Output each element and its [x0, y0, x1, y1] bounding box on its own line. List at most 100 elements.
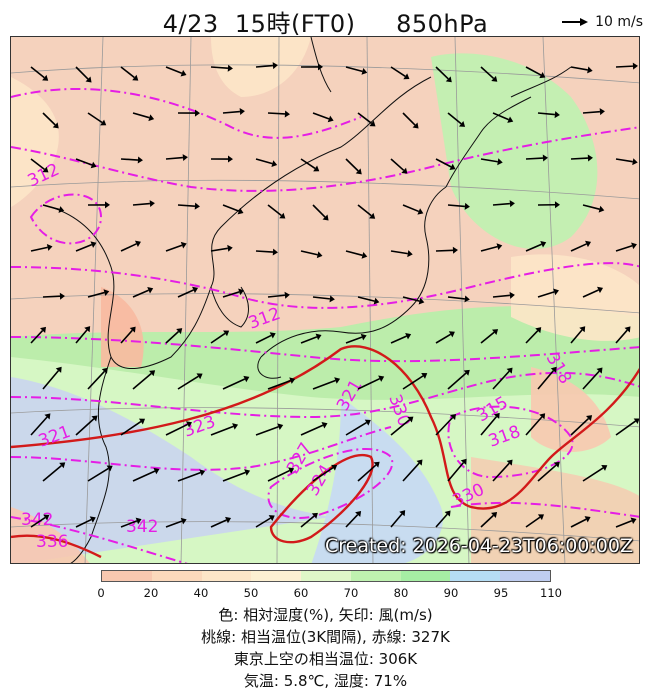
wind-arrow-head-icon: [463, 369, 470, 376]
wind-arrow-head-icon: [227, 155, 233, 163]
wind-arrow-shaft: [345, 250, 363, 257]
wind-arrow-head-icon: [596, 367, 603, 374]
wind-arrow-shaft: [570, 157, 589, 160]
wind-arrow-head-icon: [554, 111, 560, 119]
wind-arrow-head-icon: [407, 416, 414, 423]
wind-arrow-shaft: [255, 517, 271, 528]
wind-arrow-shaft: [582, 289, 599, 298]
wind-arrow-shaft: [357, 112, 373, 124]
wind-arrow-shaft: [177, 289, 194, 298]
wind-arrow-shaft: [210, 425, 234, 436]
wind-arrow-head-icon: [288, 467, 295, 474]
wind-arrow-head-icon: [59, 462, 66, 469]
wind-arrow-head-icon: [238, 288, 244, 296]
wind-arrow-head-icon: [491, 75, 498, 82]
wind-arrow-shaft: [267, 112, 286, 115]
wind-arrow-head-icon: [553, 288, 559, 296]
wind-arrow-head-icon: [421, 372, 428, 379]
wind-arrow-head-icon: [584, 516, 591, 523]
wind-arrow-head-icon: [137, 156, 143, 164]
wind-arrow-head-icon: [185, 421, 193, 428]
wind-arrow-shaft: [582, 204, 600, 210]
wind-arrow-shaft: [30, 330, 44, 344]
wind-arrow-shaft: [570, 417, 589, 436]
wind-arrow-head-icon: [43, 514, 50, 521]
wind-arrow-shaft: [75, 66, 89, 80]
wind-arrow-shaft: [255, 425, 279, 436]
weather-map[interactable]: 312 312 318 315 318 321 323 327 324 321 …: [10, 36, 640, 564]
wind-arrow-shaft: [435, 158, 452, 168]
wind-arrow-shaft: [582, 467, 604, 482]
wind-arrow-shaft: [42, 370, 60, 390]
wind-arrow-head-icon: [148, 114, 155, 122]
wind-arrow-head-icon: [355, 511, 362, 518]
wind-arrow-shaft: [165, 330, 180, 344]
wind-arrow-head-icon: [540, 241, 547, 248]
wind-arrow-shaft: [402, 296, 420, 302]
wind-arrow-shaft: [210, 66, 229, 69]
wind-arrow-shaft: [312, 467, 334, 482]
wind-arrow-head-icon: [327, 115, 334, 123]
wind-arrow-head-icon: [182, 154, 188, 162]
wind-arrow-head-icon: [232, 423, 239, 430]
wind-arrow-head-icon: [355, 168, 362, 175]
wind-arrow-head-icon: [407, 250, 413, 258]
wind-arrow-head-icon: [40, 326, 46, 333]
wind-arrow-shaft: [120, 329, 133, 344]
colorbar-segment: [350, 571, 401, 581]
wind-arrow-shaft: [75, 158, 93, 166]
contour-label: 336: [36, 532, 68, 552]
wind-arrow-head-icon: [599, 108, 605, 116]
graticule: [11, 37, 639, 563]
wind-arrow-shaft: [492, 202, 511, 206]
wind-arrow-head-icon: [42, 74, 49, 81]
wind-arrow-shaft: [357, 377, 381, 390]
wind-arrow-shaft: [570, 518, 587, 528]
wind-arrow-shaft: [87, 370, 105, 390]
wind-arrow-head-icon: [313, 165, 320, 172]
wind-arrow-head-icon: [42, 166, 49, 173]
wind-arrow-shaft: [480, 514, 494, 528]
wind-arrow-head-icon: [630, 517, 637, 525]
wind-arrow-head-icon: [84, 326, 91, 333]
wind-arrow-head-icon: [361, 251, 368, 259]
caption-line-contours: 桃線: 相当温位(3K間隔), 赤線: 327K: [201, 628, 450, 646]
wind-arrow-head-icon: [316, 251, 323, 259]
wind-arrow-shaft: [435, 513, 448, 528]
wind-arrow-head-icon: [405, 332, 412, 340]
wind-arrow-shaft: [345, 336, 363, 344]
wind-arrow-shaft: [447, 372, 467, 390]
wind-arrow-head-icon: [633, 418, 639, 424]
wind-arrow-head-icon: [587, 66, 593, 74]
colorbar-segment: [251, 571, 302, 581]
wind-arrow-head-icon: [321, 422, 328, 429]
wind-arrow-head-icon: [491, 329, 499, 336]
wind-arrow-head-icon: [506, 459, 513, 466]
colorbar-segment: [151, 571, 202, 581]
wind-arrow-head-icon: [464, 295, 470, 303]
wind-arrow-head-icon: [399, 510, 406, 517]
wind-arrow-head-icon: [369, 120, 376, 127]
wind-arrow-shaft: [435, 66, 449, 80]
wind-arrow-shaft: [300, 250, 318, 256]
wind-arrow-head-icon: [227, 244, 233, 252]
wind-arrow-head-icon: [497, 158, 503, 166]
wind-arrow-shaft: [525, 66, 542, 76]
wind-arrow-head-icon: [194, 109, 200, 117]
wind-arrow-head-icon: [135, 517, 142, 525]
coastlines: [50, 37, 572, 563]
wind-arrow-shaft: [480, 416, 498, 436]
wind-arrow-shaft: [402, 112, 416, 126]
wind-arrow-head-icon: [509, 291, 515, 299]
wind-arrow-head-icon: [452, 246, 458, 254]
wind-arrow-shaft: [525, 330, 539, 344]
wind-arrow-shaft: [30, 158, 45, 170]
wind-arrow-head-icon: [138, 418, 146, 425]
created-timestamp: Created: 2026-04-23T06:00:00Z: [324, 535, 633, 557]
wind-arrow-shaft: [222, 204, 240, 212]
wind-arrow-head-icon: [587, 154, 593, 162]
wind-arrow-head-icon: [85, 76, 92, 83]
wind-arrow-head-icon: [369, 212, 376, 219]
wind-arrow-head-icon: [373, 461, 380, 468]
wind-arrow-head-icon: [44, 413, 51, 420]
